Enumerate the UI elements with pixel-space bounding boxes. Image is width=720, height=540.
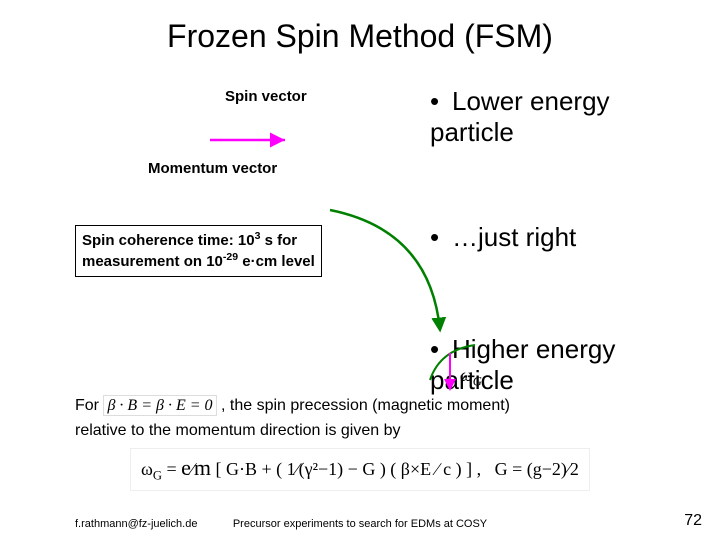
page-number: 72: [684, 512, 702, 530]
bullet-lower-energy-text: Lower energy particle: [430, 86, 610, 147]
footer-center: Precursor experiments to search for EDMs…: [0, 518, 720, 530]
for-suffix: , the spin precession (magnetic moment): [221, 397, 510, 414]
relative-line: relative to the momentum direction is gi…: [75, 422, 400, 440]
coherence-line1-suffix: s for: [260, 232, 297, 249]
momentum-arrow-icon: [205, 130, 305, 150]
for-line: For β · B = β · E = 0 , the spin precess…: [75, 397, 510, 415]
coherence-line2-suffix: e·cm level: [238, 253, 315, 270]
main-equation: ωG = e∕m [ G·B + ( 1∕(γ²−1) − G ) ( β×E …: [130, 448, 590, 491]
coherence-line1-prefix: Spin coherence time: 10: [82, 232, 255, 249]
coherence-box: Spin coherence time: 103 s for measureme…: [75, 225, 322, 277]
for-equation: β · B = β · E = 0: [103, 395, 216, 416]
momentum-vector-label: Momentum vector: [148, 160, 277, 177]
coherence-line2-exp: -29: [223, 251, 238, 263]
bullet-dot-icon: •: [430, 86, 452, 117]
spin-vector-label: Spin vector: [225, 88, 307, 105]
omega-g-label: ωG: [460, 365, 482, 390]
bullet-lower-energy: •Lower energy particle: [430, 86, 690, 148]
for-prefix: For: [75, 397, 103, 414]
trajectory-arc-icon: [310, 200, 490, 340]
coherence-line2-prefix: measurement on 10: [82, 253, 223, 270]
slide-title: Frozen Spin Method (FSM): [0, 0, 720, 55]
